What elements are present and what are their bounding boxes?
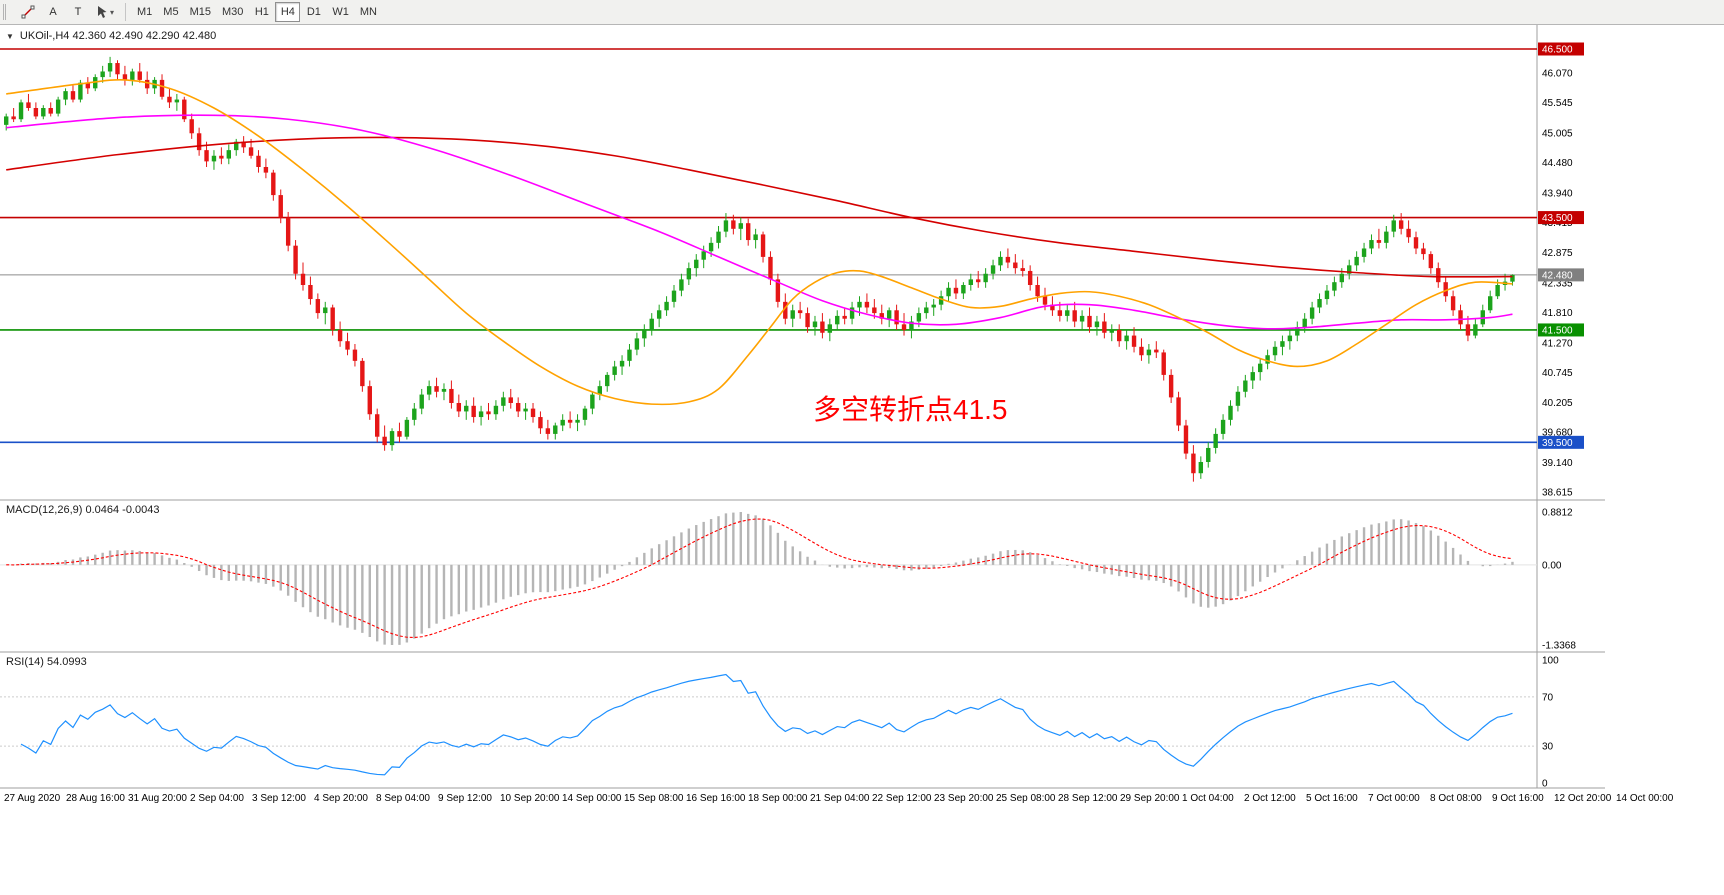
svg-text:42.875: 42.875 bbox=[1542, 248, 1573, 259]
svg-text:38.615: 38.615 bbox=[1542, 488, 1573, 499]
toolbar: A T ▾ M1 M5 M15 M30 H1 H4 D1 W1 MN bbox=[0, 0, 1724, 25]
svg-text:27 Aug 2020: 27 Aug 2020 bbox=[4, 793, 61, 804]
svg-text:42.335: 42.335 bbox=[1542, 279, 1573, 290]
timeframe-button-h1[interactable]: H1 bbox=[249, 2, 274, 22]
svg-text:43.940: 43.940 bbox=[1542, 188, 1573, 199]
svg-text:14 Sep 00:00: 14 Sep 00:00 bbox=[562, 793, 622, 804]
svg-text:40.745: 40.745 bbox=[1542, 368, 1573, 379]
svg-text:21 Sep 04:00: 21 Sep 04:00 bbox=[810, 793, 870, 804]
svg-text:40.205: 40.205 bbox=[1542, 398, 1573, 409]
svg-text:41.500: 41.500 bbox=[1542, 325, 1573, 336]
svg-text:5 Oct 16:00: 5 Oct 16:00 bbox=[1306, 793, 1358, 804]
svg-text:25 Sep 08:00: 25 Sep 08:00 bbox=[996, 793, 1056, 804]
timeframe-button-h4[interactable]: H4 bbox=[275, 2, 301, 22]
svg-text:0: 0 bbox=[1542, 779, 1548, 790]
timeframe-group: M1 M5 M15 M30 H1 H4 D1 W1 MN bbox=[132, 2, 382, 22]
svg-text:2 Oct 12:00: 2 Oct 12:00 bbox=[1244, 793, 1296, 804]
svg-text:16 Sep 16:00: 16 Sep 16:00 bbox=[686, 793, 746, 804]
chart-info: ▼ UKOil-,H4 42.360 42.490 42.290 42.480 bbox=[6, 30, 216, 42]
svg-text:0.8812: 0.8812 bbox=[1542, 508, 1573, 519]
macd-label: MACD(12,26,9) 0.0464 -0.0043 bbox=[6, 504, 160, 516]
svg-text:42.480: 42.480 bbox=[1542, 270, 1573, 281]
timeframe-button-m1[interactable]: M1 bbox=[132, 2, 157, 22]
svg-text:14 Oct 00:00: 14 Oct 00:00 bbox=[1616, 793, 1674, 804]
svg-text:100: 100 bbox=[1542, 656, 1559, 667]
svg-text:8 Oct 08:00: 8 Oct 08:00 bbox=[1430, 793, 1482, 804]
chevron-down-icon: ▾ bbox=[110, 7, 115, 17]
chart-window: 46.07045.54545.00544.48043.94043.41542.8… bbox=[0, 25, 1724, 815]
svg-text:39.500: 39.500 bbox=[1542, 438, 1573, 449]
timeframe-button-d1[interactable]: D1 bbox=[301, 2, 326, 22]
svg-text:8 Sep 04:00: 8 Sep 04:00 bbox=[376, 793, 430, 804]
svg-text:41.810: 41.810 bbox=[1542, 308, 1573, 319]
svg-text:31 Aug 20:00: 31 Aug 20:00 bbox=[128, 793, 187, 804]
svg-text:41.270: 41.270 bbox=[1542, 338, 1573, 349]
svg-text:43.500: 43.500 bbox=[1542, 213, 1573, 224]
toolbar-grip[interactable] bbox=[3, 4, 11, 20]
svg-text:9 Oct 16:00: 9 Oct 16:00 bbox=[1492, 793, 1544, 804]
svg-text:39.680: 39.680 bbox=[1542, 428, 1573, 439]
svg-text:39.140: 39.140 bbox=[1542, 458, 1573, 469]
svg-text:45.545: 45.545 bbox=[1542, 98, 1573, 109]
svg-text:2 Sep 04:00: 2 Sep 04:00 bbox=[190, 793, 244, 804]
chart-canvas[interactable]: 46.07045.54545.00544.48043.94043.41542.8… bbox=[0, 25, 1724, 815]
text-tool-button[interactable]: T bbox=[66, 2, 90, 22]
svg-text:18 Sep 00:00: 18 Sep 00:00 bbox=[748, 793, 808, 804]
timeframe-button-w1[interactable]: W1 bbox=[327, 2, 354, 22]
svg-text:15 Sep 08:00: 15 Sep 08:00 bbox=[624, 793, 684, 804]
svg-text:45.005: 45.005 bbox=[1542, 129, 1573, 140]
svg-text:46.070: 46.070 bbox=[1542, 69, 1573, 80]
svg-text:9 Sep 12:00: 9 Sep 12:00 bbox=[438, 793, 492, 804]
timeframe-button-m5[interactable]: M5 bbox=[158, 2, 183, 22]
rsi-label: RSI(14) 54.0993 bbox=[6, 656, 87, 668]
svg-text:44.480: 44.480 bbox=[1542, 158, 1573, 169]
toolbar-separator bbox=[125, 3, 127, 21]
svg-text:30: 30 bbox=[1542, 742, 1554, 753]
timeframe-button-mn[interactable]: MN bbox=[355, 2, 382, 22]
svg-text:70: 70 bbox=[1542, 692, 1554, 703]
trendline-tool-button[interactable] bbox=[16, 2, 40, 22]
cursor-icon bbox=[98, 6, 107, 18]
svg-text:0.00: 0.00 bbox=[1542, 560, 1562, 571]
svg-text:23 Sep 20:00: 23 Sep 20:00 bbox=[934, 793, 994, 804]
svg-text:29 Sep 20:00: 29 Sep 20:00 bbox=[1120, 793, 1180, 804]
svg-text:-1.3368: -1.3368 bbox=[1542, 641, 1576, 652]
svg-text:3 Sep 12:00: 3 Sep 12:00 bbox=[252, 793, 306, 804]
svg-text:22 Sep 12:00: 22 Sep 12:00 bbox=[872, 793, 932, 804]
svg-text:28 Sep 12:00: 28 Sep 12:00 bbox=[1058, 793, 1118, 804]
svg-text:28 Aug 16:00: 28 Aug 16:00 bbox=[66, 793, 125, 804]
svg-text:1 Oct 04:00: 1 Oct 04:00 bbox=[1182, 793, 1234, 804]
text-label-tool-button[interactable]: A bbox=[41, 2, 65, 22]
timeframe-button-m15[interactable]: M15 bbox=[185, 2, 216, 22]
trendline-icon bbox=[21, 5, 35, 19]
cursor-tool-button[interactable]: ▾ bbox=[91, 2, 119, 22]
svg-text:46.500: 46.500 bbox=[1542, 45, 1573, 56]
timeframe-button-m30[interactable]: M30 bbox=[217, 2, 248, 22]
ohlc-readout: UKOil-,H4 42.360 42.490 42.290 42.480 bbox=[19, 30, 217, 42]
svg-text:4 Sep 20:00: 4 Sep 20:00 bbox=[314, 793, 368, 804]
symbol-dropdown-icon[interactable]: ▼ bbox=[6, 31, 14, 41]
svg-text:7 Oct 00:00: 7 Oct 00:00 bbox=[1368, 793, 1420, 804]
chart-annotation[interactable]: 多空转折点41.5 bbox=[813, 394, 1008, 425]
svg-text:10 Sep 20:00: 10 Sep 20:00 bbox=[500, 793, 560, 804]
svg-text:12 Oct 20:00: 12 Oct 20:00 bbox=[1554, 793, 1612, 804]
